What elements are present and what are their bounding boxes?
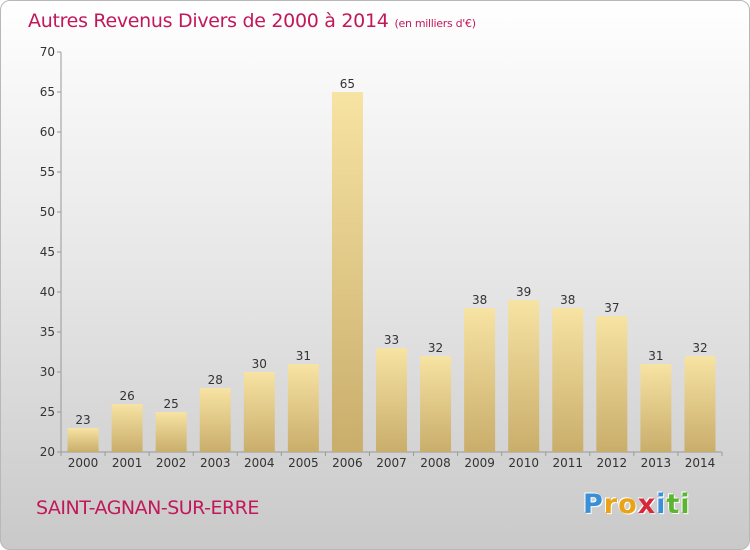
x-tick-label-2002: 2002: [156, 456, 187, 470]
data-label-2011: 38: [560, 293, 575, 307]
data-label-2005: 31: [296, 349, 311, 363]
y-tick-label: 60: [40, 125, 55, 139]
bars-group: 23 26 25 28 30 31 65 33 32 38 39 38 37 31 32: [67, 77, 716, 452]
data-label-2012: 37: [604, 301, 619, 315]
x-tick-label-2004: 2004: [244, 456, 275, 470]
x-tick-label-2005: 2005: [288, 456, 319, 470]
x-tick-label-2009: 2009: [464, 456, 495, 470]
bar-2010: [508, 300, 540, 452]
x-tick-label-2013: 2013: [641, 456, 672, 470]
bar-2008: [420, 356, 452, 452]
y-tick-label: 20: [40, 445, 55, 459]
data-label-2007: 33: [384, 333, 399, 347]
x-tick-label-2011: 2011: [552, 456, 583, 470]
data-label-2008: 32: [428, 341, 443, 355]
y-axis: 20 25 30 35 40 45 50 55 60 65 70: [40, 45, 62, 459]
bar-2009: [464, 308, 496, 452]
y-tick-label: 55: [40, 165, 55, 179]
x-tick-label-2001: 2001: [112, 456, 143, 470]
y-tick-label: 35: [40, 325, 55, 339]
data-label-2002: 25: [164, 397, 179, 411]
y-tick-label: 65: [40, 85, 55, 99]
data-label-2000: 23: [75, 413, 90, 427]
data-label-2013: 31: [648, 349, 663, 363]
bar-2000: [67, 428, 99, 452]
data-label-2003: 28: [208, 373, 223, 387]
logo-letter: o: [618, 489, 638, 520]
chart-title-text: Autres Revenus Divers de 2000 à 2014: [28, 10, 389, 32]
y-tick-label: 45: [40, 245, 55, 259]
proxiti-logo: Proxiti: [583, 489, 691, 520]
data-label-2006: 65: [340, 77, 355, 91]
bar-2014: [684, 356, 716, 452]
y-tick-label: 25: [40, 405, 55, 419]
data-label-2001: 26: [119, 389, 134, 403]
chart-subtitle: (en milliers d'€): [394, 17, 476, 30]
bar-2001: [111, 404, 143, 452]
logo-letter: x: [637, 489, 657, 520]
chart-title: Autres Revenus Divers de 2000 à 2014 (en …: [28, 10, 476, 32]
bar-2004: [243, 372, 275, 452]
y-tick-label: 50: [40, 205, 55, 219]
x-tick-label-2014: 2014: [685, 456, 716, 470]
x-axis: 2000 2001 2002 2003 2004 2005 2006 2007 2008 2009…: [61, 451, 723, 470]
x-tick-label-2006: 2006: [332, 456, 363, 470]
x-tick-label-2003: 2003: [200, 456, 231, 470]
x-tick-label-2012: 2012: [597, 456, 628, 470]
data-label-2014: 32: [692, 341, 707, 355]
bar-2006: [331, 92, 363, 452]
x-tick-label-2007: 2007: [376, 456, 407, 470]
y-tick-label: 30: [40, 365, 55, 379]
bar-2013: [640, 364, 672, 452]
logo-letter: P: [583, 489, 604, 520]
y-tick-label: 40: [40, 285, 55, 299]
logo-letter: t: [666, 489, 681, 520]
bar-2007: [376, 348, 407, 452]
bar-2012: [596, 316, 628, 452]
x-tick-label-2000: 2000: [68, 456, 99, 470]
bar-2005: [287, 364, 319, 452]
logo-letter: i: [680, 489, 691, 520]
bar-2011: [552, 308, 584, 452]
data-label-2010: 39: [516, 285, 531, 299]
x-tick-label-2010: 2010: [508, 456, 539, 470]
data-label-2009: 38: [472, 293, 487, 307]
x-tick-label-2008: 2008: [420, 456, 451, 470]
logo-letter: i: [656, 489, 667, 520]
bar-2002: [155, 412, 187, 452]
data-label-2004: 30: [252, 357, 267, 371]
commune-name: SAINT-AGNAN-SUR-ERRE: [36, 497, 259, 519]
bar-2003: [199, 388, 231, 452]
y-tick-label: 70: [40, 45, 55, 59]
logo-letter: r: [603, 489, 619, 520]
